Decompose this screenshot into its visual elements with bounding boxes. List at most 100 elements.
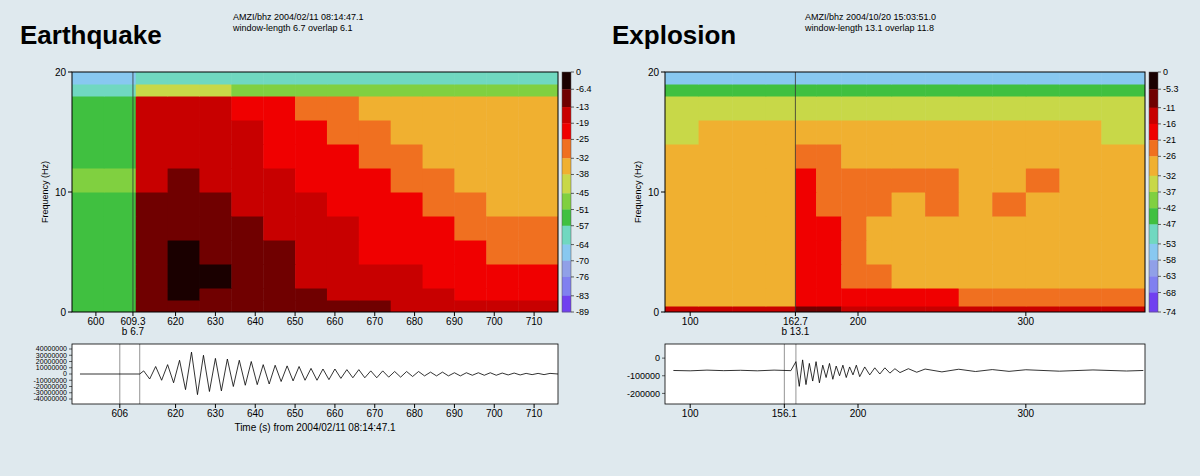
colorbar-label: -68 <box>1163 288 1176 298</box>
colorbar-frame <box>1149 72 1158 312</box>
cell <box>518 144 558 169</box>
x-tick-label: 300 <box>1017 408 1034 419</box>
cell <box>263 168 295 193</box>
colorbar-label: -58 <box>1163 255 1176 265</box>
cell <box>104 192 136 217</box>
cell <box>841 144 867 169</box>
cell <box>454 144 486 169</box>
colorbar-label: -38 <box>576 169 589 179</box>
cell <box>925 264 959 289</box>
cell <box>766 120 796 145</box>
x-tick-label: 200 <box>850 316 867 327</box>
cell <box>454 264 486 289</box>
cell <box>841 168 867 193</box>
cell <box>766 264 796 289</box>
cell <box>136 120 168 145</box>
cell <box>295 288 327 301</box>
cell <box>699 216 733 241</box>
colorbar-tick <box>1158 156 1161 157</box>
cell <box>391 264 423 289</box>
colorbar-tick <box>571 276 574 277</box>
cell <box>327 288 359 301</box>
colorbar-band <box>562 193 571 209</box>
cell <box>136 264 168 289</box>
cell <box>486 144 518 169</box>
colorbar-tick <box>1158 208 1161 209</box>
cell <box>841 288 867 307</box>
cell <box>816 168 842 193</box>
cell <box>732 288 766 307</box>
cell <box>359 264 391 289</box>
plot-frame <box>665 344 1145 404</box>
cell <box>866 216 892 241</box>
cell <box>841 306 867 312</box>
x-tick-label: 700 <box>486 316 503 327</box>
pick-line <box>795 344 796 404</box>
cell <box>699 240 733 265</box>
cell <box>359 144 391 169</box>
colorbar-tick <box>1158 89 1161 90</box>
cell <box>391 84 423 97</box>
cell <box>766 288 796 307</box>
cell <box>391 168 423 193</box>
cell <box>1026 96 1060 121</box>
cell <box>766 84 796 97</box>
y-axis-title: Frequency (Hz) <box>633 161 643 223</box>
cell <box>766 192 796 217</box>
cell <box>665 240 699 265</box>
plot-frame <box>665 72 1145 312</box>
colorbar-label: -37 <box>1163 187 1176 197</box>
cell <box>1101 192 1145 217</box>
cell <box>841 216 867 241</box>
cell <box>732 264 766 289</box>
cell <box>925 288 959 307</box>
colorbar-label: -16 <box>1163 119 1176 129</box>
cell <box>72 168 104 193</box>
cell <box>104 216 136 241</box>
cell <box>816 240 842 265</box>
cell <box>72 216 104 241</box>
cell <box>732 144 766 169</box>
cell <box>1101 96 1145 121</box>
cell <box>665 120 699 145</box>
cell <box>732 306 766 312</box>
cell <box>263 84 295 97</box>
cell <box>168 192 200 217</box>
cell <box>231 288 263 301</box>
cell <box>104 120 136 145</box>
cell <box>359 288 391 301</box>
cell <box>959 216 993 241</box>
cell <box>168 216 200 241</box>
cell <box>231 192 263 217</box>
cell <box>454 72 486 85</box>
cell <box>263 72 295 85</box>
y-tick <box>69 392 72 393</box>
cell <box>816 288 842 307</box>
cell <box>892 216 926 241</box>
subtitle: AMZI/bhz 2004/10/20 15:03:51.0 <box>805 12 936 22</box>
cell <box>327 72 359 85</box>
spectrogram-panel: ExplosionAMZI/bhz 2004/10/20 15:03:51.0w… <box>612 12 1179 337</box>
cell <box>136 216 168 241</box>
cell <box>795 264 816 289</box>
x-tick-label: 200 <box>850 408 867 419</box>
cell <box>892 264 926 289</box>
cell <box>518 300 558 312</box>
cell <box>104 72 136 85</box>
cell <box>136 96 168 121</box>
x-tick-label: 690 <box>446 316 463 327</box>
cell <box>925 192 959 217</box>
cell <box>1101 168 1145 193</box>
cell <box>1026 192 1060 217</box>
cell <box>1101 72 1145 85</box>
cell <box>892 96 926 121</box>
cell <box>795 84 816 97</box>
cell <box>199 240 231 265</box>
cell <box>72 264 104 289</box>
annotation: b 6.7 <box>122 326 145 337</box>
cell <box>732 216 766 241</box>
cell <box>168 264 200 289</box>
cell <box>699 306 733 312</box>
cell <box>199 168 231 193</box>
cell <box>168 72 200 85</box>
